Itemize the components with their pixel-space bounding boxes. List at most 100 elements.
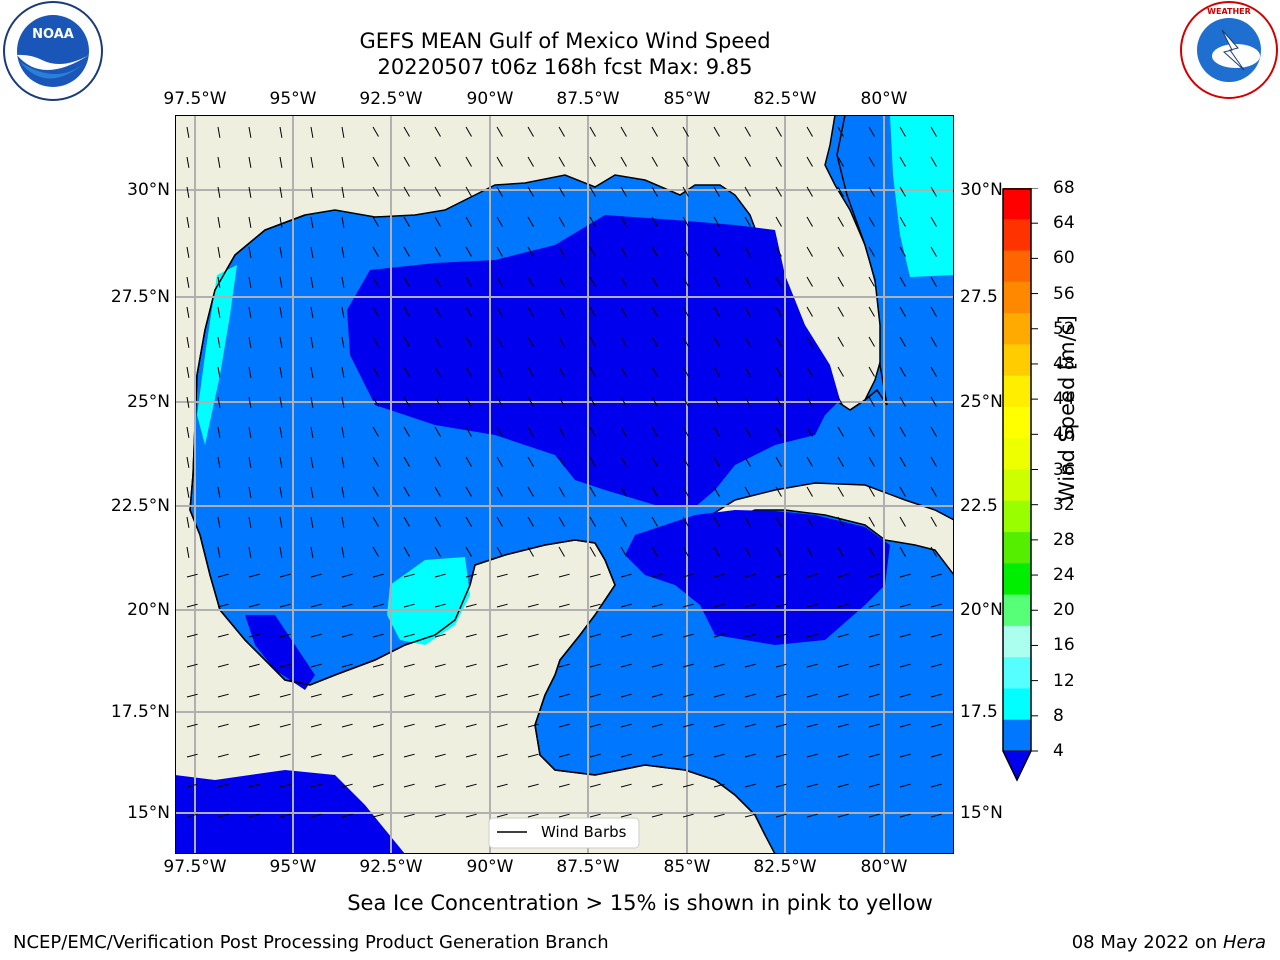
wind-barb (930, 663, 942, 668)
wind-barb (465, 516, 472, 527)
wind-barb (527, 753, 539, 758)
wind-barb (248, 396, 252, 408)
colorbar-tick-label: 64 (1053, 213, 1075, 234)
lon-label-top: 85°W (663, 89, 711, 109)
wind-barb (279, 276, 283, 288)
wind-barb (465, 216, 472, 227)
wind-barb (806, 546, 813, 557)
wind-barb (279, 396, 283, 408)
lat-label-left: 17.5°N (110, 702, 170, 722)
wind-barb (806, 516, 813, 527)
wind-barb (806, 456, 813, 467)
wind-barb (558, 813, 570, 818)
wind-barb (620, 426, 627, 437)
wind-barb (620, 156, 627, 167)
wind-barb (930, 246, 937, 257)
colorbar-tick-label: 40 (1053, 424, 1075, 445)
wind-barb (217, 306, 221, 318)
wind-barb (434, 693, 446, 698)
wind-barb (837, 426, 844, 437)
wind-barb (744, 693, 756, 698)
wind-barb (651, 813, 663, 818)
wind-barb (558, 396, 565, 407)
wind-barb (279, 663, 291, 668)
wind-barb (186, 753, 198, 758)
wind-barb (496, 813, 508, 818)
wind-barb (434, 516, 441, 527)
colorbar-segment (1003, 532, 1031, 564)
wind-barb (899, 813, 911, 818)
wind-barb (403, 126, 410, 137)
wind-barb (372, 276, 379, 287)
wind-barb (713, 633, 725, 638)
wind-barb (310, 723, 322, 728)
wind-barb (403, 603, 415, 608)
wind-barb (248, 306, 252, 318)
wind-barb (868, 723, 880, 728)
wind-barb (403, 216, 410, 227)
wind-barb (899, 516, 906, 527)
wind-barb (558, 336, 565, 347)
wind-barb (651, 366, 658, 377)
wind-barb (806, 603, 818, 608)
wind-barb (589, 663, 601, 668)
footer-machine: Hera (1222, 932, 1266, 953)
wind-barb (341, 276, 345, 288)
wind-barb (899, 306, 906, 317)
wind-barb (279, 723, 291, 728)
wind-barb (837, 753, 849, 758)
wind-barb (837, 366, 844, 377)
wind-barb (651, 486, 658, 497)
wind-barb (186, 426, 190, 438)
wind-barb (434, 783, 446, 788)
wind-barb (248, 216, 252, 228)
sea-ice-note: Sea Ice Concentration > 15% is shown in … (347, 891, 933, 915)
wind-barb (620, 573, 632, 578)
wind-barb (527, 783, 539, 788)
colorbar-tick-label: 4 (1053, 741, 1064, 761)
wind-barb (527, 723, 539, 728)
wind-barb (744, 216, 751, 227)
wind-speed-map: Wind Barbs (175, 115, 954, 854)
wind-barb (341, 126, 345, 138)
wind-barb (310, 336, 314, 348)
wind-barb (620, 306, 627, 317)
wind-barb (217, 573, 229, 578)
wind-barb (837, 723, 849, 728)
wind-barb (775, 633, 787, 638)
wind-barb (248, 156, 252, 168)
wind-barb (930, 126, 937, 137)
wind-barb (558, 456, 565, 467)
wind-barb (496, 603, 508, 608)
wind-barb (744, 426, 751, 437)
wind-barb (806, 396, 813, 407)
wind-barb (589, 573, 601, 578)
wind-barb (775, 456, 782, 467)
wind-barb (217, 456, 221, 468)
wind-barb (558, 783, 570, 788)
wind-barb (713, 456, 720, 467)
wind-barb (589, 306, 596, 317)
lon-label-bottom: 95°W (269, 857, 317, 877)
wind-barb (403, 396, 410, 407)
wind-barb (620, 663, 632, 668)
wind-barb (651, 633, 663, 638)
wind-barb (465, 486, 472, 497)
wind-barb (837, 573, 849, 578)
footer-date: 08 May 2022 on Hera (1072, 932, 1266, 953)
wind-barb (744, 516, 751, 527)
wind-barb (558, 486, 565, 497)
wind-barb (589, 516, 596, 527)
wind-barb (868, 186, 875, 197)
wind-barb (310, 813, 322, 818)
wind-barb (434, 276, 441, 287)
wind-barb (806, 276, 813, 287)
wind-barb (248, 783, 260, 788)
wind-barb (713, 126, 720, 137)
wind-barb (496, 276, 503, 287)
wind-barb (496, 486, 503, 497)
wind-barb (775, 246, 782, 257)
wind-barb (651, 546, 658, 557)
wind-barb (186, 663, 198, 668)
wind-barb (527, 603, 539, 608)
